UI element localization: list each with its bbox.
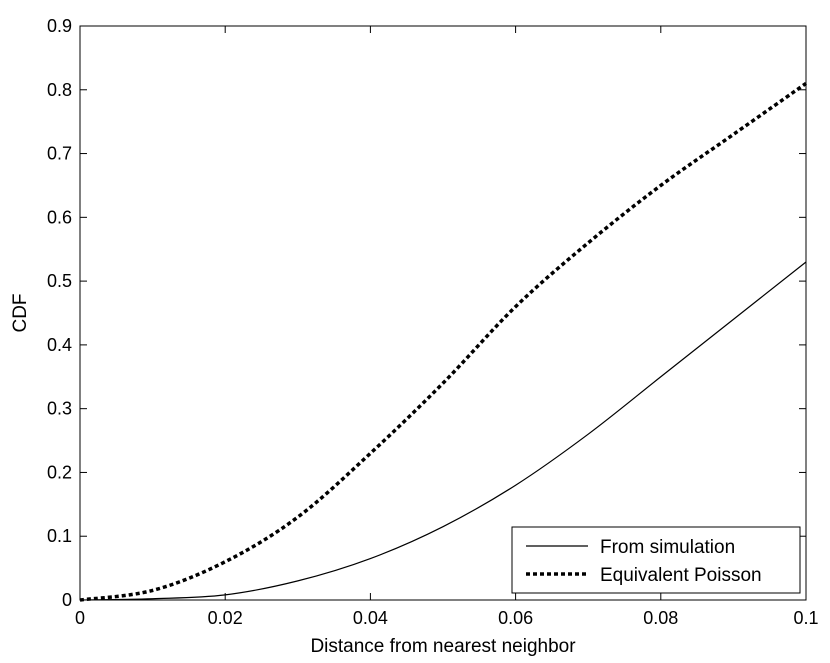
- series-lines: [79, 81, 808, 602]
- legend-box: [511, 526, 801, 594]
- x-tick-label: 0.06: [498, 608, 533, 628]
- y-axis-label: CDF: [10, 293, 31, 332]
- series-line-0: [79, 261, 807, 601]
- x-tick-label: 0.1: [793, 608, 818, 628]
- x-tick-label: 0.02: [208, 608, 243, 628]
- x-axis-label: Distance from nearest neighbor: [310, 636, 576, 657]
- x-tick-label: 0.08: [643, 608, 678, 628]
- y-tick-label: 0: [62, 590, 72, 610]
- y-tick-label: 0.5: [47, 271, 72, 291]
- y-tick-label: 0.8: [47, 80, 72, 100]
- legend: From simulation Equivalent Poisson: [511, 526, 801, 594]
- plot-area: [80, 26, 806, 600]
- y-tick-label: 0.6: [47, 207, 72, 227]
- x-tick-label: 0.04: [353, 608, 388, 628]
- y-tick-label: 0.3: [47, 399, 72, 419]
- y-tick-label: 0.1: [47, 526, 72, 546]
- series-line-1: [79, 81, 808, 602]
- y-tick-label: 0.2: [47, 462, 72, 482]
- y-tick-label: 0.4: [47, 335, 72, 355]
- axis-ticks: 0 0.02 0.04 0.06 0.08 0.1 0 0.1 0.2 0.3 0.4 0.5 0.6 0…: [47, 16, 819, 628]
- y-tick-label: 0.7: [47, 144, 72, 164]
- legend-label-0: From simulation: [600, 537, 735, 558]
- x-tick-label: 0: [75, 608, 85, 628]
- plot-frame: [79, 25, 807, 601]
- legend-label-1: Equivalent Poisson: [600, 565, 762, 586]
- y-tick-label: 0.9: [47, 16, 72, 36]
